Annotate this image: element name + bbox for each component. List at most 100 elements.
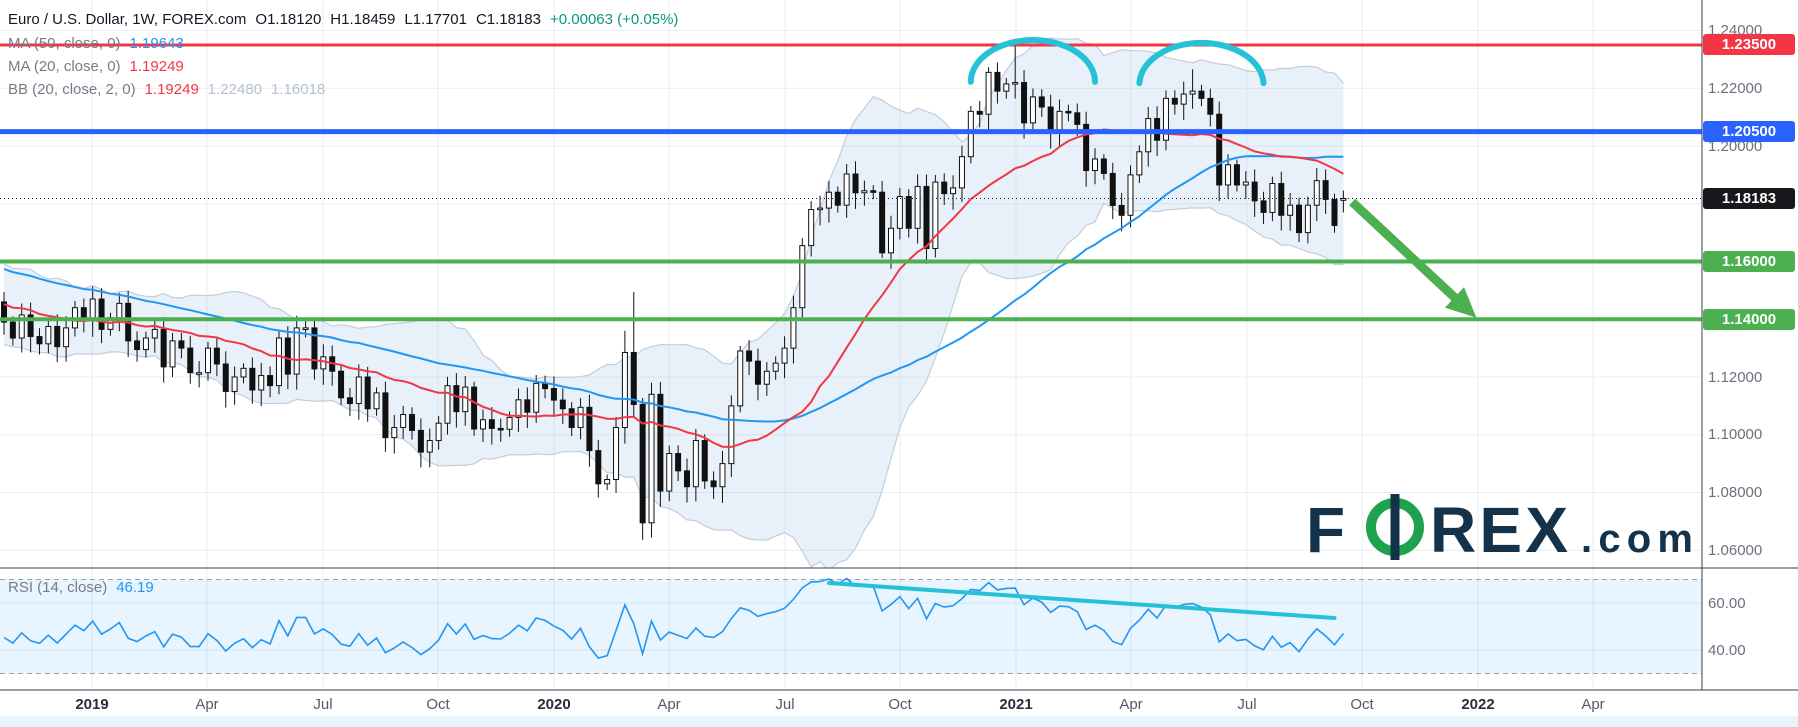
price-axis-label-1.08000[interactable]: 1.08000: [1708, 484, 1763, 501]
pivot-badge[interactable]: 1.20500: [1703, 121, 1795, 143]
double-top-arc-1[interactable]: [967, 37, 1098, 85]
candle-up: [1092, 158, 1099, 172]
candle-down: [941, 181, 948, 195]
candle-down: [249, 367, 256, 391]
candle-down: [1233, 164, 1240, 186]
candle-up: [888, 227, 894, 254]
candle-down: [1074, 112, 1081, 125]
candle-down: [559, 399, 566, 410]
ohlc-close: C1.18183: [475, 11, 541, 28]
candle-down: [595, 450, 602, 485]
ohlc-high: H1.18459: [330, 11, 396, 28]
candle-up: [861, 190, 868, 194]
candle-down: [213, 347, 220, 365]
rsi-trendline[interactable]: [826, 581, 1337, 621]
candle-down: [134, 340, 141, 351]
candle-up: [985, 71, 992, 115]
candle-up: [142, 337, 149, 351]
candle-up: [373, 392, 380, 410]
forex-logo-rex: REX: [1430, 494, 1568, 566]
time-axis-label-Oct-7[interactable]: Oct: [888, 696, 912, 713]
rsi-axis-label-60.00[interactable]: 60.00: [1708, 594, 1746, 612]
candle-up: [772, 362, 779, 372]
candle-up: [205, 347, 212, 374]
ma50-legend-row[interactable]: MA (50, close, 0) 1.19643: [8, 34, 193, 54]
support2-badge[interactable]: 1.14000: [1703, 308, 1795, 330]
candle-up: [196, 372, 203, 375]
forex-logo-com: .com: [1581, 517, 1693, 561]
time-axis-label-Apr-5[interactable]: Apr: [657, 696, 681, 713]
candle-up: [400, 414, 407, 429]
time-axis-label-Apr-9[interactable]: Apr: [1119, 696, 1143, 713]
bb-legend-row[interactable]: BB (20, close, 2, 0) 1.19249 1.22480 1.1601…: [8, 80, 334, 100]
resistance-badge[interactable]: 1.23500: [1703, 34, 1795, 56]
candle-up: [692, 440, 699, 488]
candle-up: [1127, 174, 1134, 216]
time-axis-label-Jul-10[interactable]: Jul: [1237, 696, 1257, 713]
candle-up: [151, 328, 158, 339]
candle-up: [1136, 151, 1143, 176]
candle-up: [355, 376, 362, 405]
annotations: [967, 37, 1477, 318]
price-axis-label-1.12000[interactable]: 1.12000: [1708, 368, 1763, 386]
time-axis-label-2020-4[interactable]: 2020: [537, 696, 571, 713]
forex-logo-f: F: [1306, 494, 1345, 566]
candle-down: [879, 191, 886, 254]
time-axis-label-2021-8[interactable]: 2021: [999, 696, 1033, 713]
candle-down: [364, 376, 371, 410]
candle-up: [435, 422, 442, 442]
price-axis-label-1.22000[interactable]: 1.22000: [1708, 79, 1763, 97]
candle-up: [1162, 97, 1169, 141]
projection-arrow-shaft[interactable]: [1349, 198, 1461, 304]
candle-up: [1313, 180, 1320, 206]
candle-up: [728, 405, 735, 465]
candle-down: [746, 350, 753, 362]
support1-badge[interactable]: 1.16000: [1703, 251, 1795, 272]
candle-down: [1260, 200, 1267, 213]
candle-up: [1225, 164, 1232, 186]
symbol-legend-row[interactable]: Euro / U.S. Dollar, 1W, FOREX.com O1.1812…: [8, 10, 687, 30]
symbol-title: Euro / U.S. Dollar, 1W, FOREX.com: [8, 11, 247, 28]
rsi-legend-row[interactable]: RSI (14, close) 46.19: [8, 578, 163, 598]
candle-down: [1, 301, 7, 323]
rsi-line[interactable]: [3, 577, 1345, 660]
price-axis-label-1.10000[interactable]: 1.10000: [1708, 426, 1763, 444]
candle-down: [1038, 96, 1045, 108]
time-axis-label-2019-0[interactable]: 2019: [75, 696, 109, 713]
candle-up: [825, 191, 832, 209]
candle-down: [1065, 110, 1072, 114]
candle-up: [808, 209, 815, 247]
grid-layer: [0, 0, 1702, 690]
time-axis-label-Oct-11[interactable]: Oct: [1350, 696, 1374, 713]
projection-arrow-head[interactable]: [1444, 287, 1477, 318]
price-axis-label-1.06000[interactable]: 1.06000: [1708, 541, 1763, 559]
candle-down: [1021, 81, 1028, 124]
candle-up: [896, 196, 903, 229]
candle-up: [45, 325, 52, 345]
candle-down: [27, 314, 34, 338]
ma20-legend-row[interactable]: MA (20, close, 0) 1.19249: [8, 57, 193, 77]
time-axis-label-2022-12[interactable]: 2022: [1461, 696, 1495, 713]
time-axis-label-Oct-3[interactable]: Oct: [426, 696, 450, 713]
forex-logo-o-icon: [1366, 494, 1424, 560]
candle-down: [701, 440, 708, 482]
time-axis-label-Jul-6[interactable]: Jul: [775, 696, 795, 713]
candle-up: [515, 399, 522, 418]
rsi-axis-label-40.00[interactable]: 40.00: [1708, 641, 1746, 659]
time-axis-label-Jul-2[interactable]: Jul: [313, 696, 333, 713]
candle-down: [311, 327, 318, 370]
candle-up: [763, 370, 770, 385]
candle-down: [657, 393, 664, 492]
candle-up: [169, 340, 176, 368]
ohlc-open: O1.18120: [255, 11, 322, 28]
candle-up: [817, 207, 824, 211]
candle-up: [719, 463, 726, 488]
candle-down: [284, 337, 291, 375]
candle-up: [648, 393, 655, 524]
time-axis-label-Apr-13[interactable]: Apr: [1581, 696, 1605, 713]
candle-up: [1180, 93, 1187, 105]
candle-down: [1331, 198, 1338, 226]
time-axis-label-Apr-1[interactable]: Apr: [195, 696, 219, 713]
double-top-arc-2[interactable]: [1136, 39, 1267, 87]
